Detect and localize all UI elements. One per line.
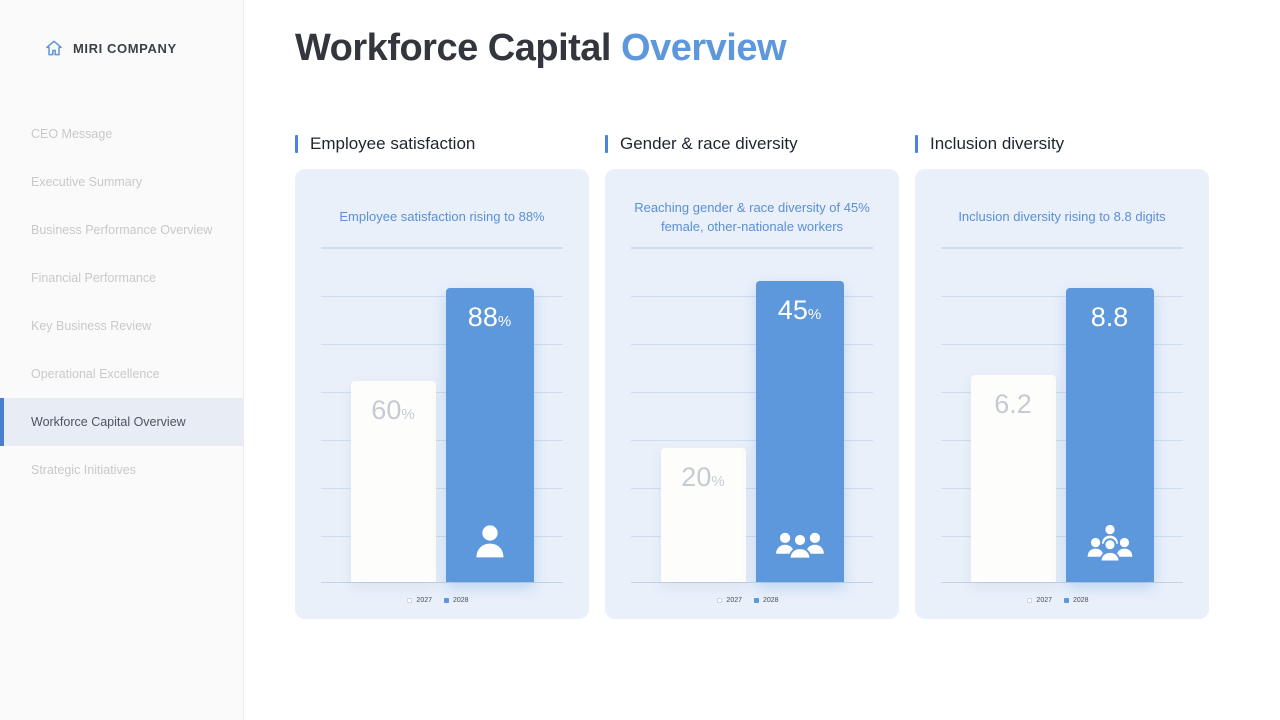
sidebar-item-executive-summary[interactable]: Executive Summary: [31, 175, 143, 189]
section-title: Gender & race diversity: [605, 134, 899, 154]
page-title-accent: Overview: [621, 27, 787, 69]
chart-legend: 2027 2028: [321, 583, 563, 619]
chart-column-gender-race-diversity: Gender & race diversity Reaching gender …: [605, 134, 899, 619]
chart-column-inclusion-diversity: Inclusion diversity Inclusion diversity …: [915, 134, 1209, 619]
section-title: Employee satisfaction: [295, 134, 589, 154]
legend-swatch-2027: [1027, 598, 1033, 604]
legend-swatch-2028: [754, 598, 759, 604]
section-title: Inclusion diversity: [915, 134, 1209, 154]
bar-2027: 6.2: [970, 374, 1056, 582]
bar-value-label: 6.2: [994, 388, 1032, 419]
company-logo[interactable]: MIRI COMPANY: [0, 0, 243, 58]
sidebar: MIRI COMPANY CEO Message Executive Summa…: [0, 0, 244, 720]
bar-2027: 60%: [350, 381, 436, 582]
legend-swatch-2028: [1064, 598, 1069, 604]
bar-2028: 8.8: [1065, 287, 1154, 582]
company-name: MIRI COMPANY: [73, 40, 177, 56]
bar-value-label: 20%: [681, 462, 725, 492]
bar-value-label: 8.8: [1090, 301, 1129, 332]
person-icon: [470, 520, 510, 566]
legend-swatch-2027: [717, 598, 723, 604]
chart-legend: 2027 2028: [631, 583, 873, 619]
chart-cards-row: Employee satisfaction Employee satisfact…: [295, 134, 1280, 619]
people-group-icon: [1084, 522, 1136, 566]
bar-chart: 6.2 8.8: [941, 246, 1183, 583]
section-title-tick: [605, 134, 608, 153]
people-group-icon: [773, 524, 827, 566]
bar-2028: 88%: [445, 287, 534, 582]
sidebar-item-key-business-review[interactable]: Key Business Review: [31, 319, 152, 333]
bar-value-label: 88%: [467, 301, 512, 332]
sidebar-item-financial-performance[interactable]: Financial Performance: [31, 271, 157, 285]
sidebar-item-strategic-initiatives[interactable]: Strategic Initiatives: [31, 463, 136, 477]
chart-legend: 2027 2028: [941, 583, 1183, 619]
section-title-tick: [295, 134, 298, 153]
bar-2028: 45%: [755, 281, 844, 582]
sidebar-item-operational-excellence[interactable]: Operational Excellence: [31, 367, 160, 381]
chart-column-employee-satisfaction: Employee satisfaction Employee satisfact…: [295, 134, 589, 619]
bar-chart: 20% 45%: [631, 246, 873, 583]
bar-value-label: 45%: [777, 295, 822, 325]
sidebar-item-workforce-capital-overview[interactable]: Workforce Capital Overview: [0, 398, 243, 446]
section-title-tick: [915, 134, 918, 153]
home-icon: [44, 38, 64, 58]
legend-swatch-2028: [444, 598, 449, 604]
bar-chart: 60% 88%: [321, 246, 563, 583]
section-title-label: Inclusion diversity: [930, 133, 1065, 153]
bar-2027: 20%: [660, 448, 746, 582]
legend-swatch-2027: [407, 598, 413, 604]
sidebar-item-business-performance-overview[interactable]: Business Performance Overview: [31, 223, 213, 237]
chart-caption: Inclusion diversity rising to 8.8 digits: [958, 209, 1166, 225]
page-title-main: Workforce Capital: [295, 27, 611, 69]
page-title: Workforce Capital Overview: [295, 26, 1280, 72]
section-title-label: Employee satisfaction: [310, 133, 476, 153]
sidebar-item-ceo-message[interactable]: CEO Message: [31, 127, 113, 141]
chart-card: Inclusion diversity rising to 8.8 digits…: [915, 168, 1209, 619]
sidebar-nav: CEO Message Executive Summary Business P…: [0, 110, 243, 494]
main-content: Workforce Capital Overview Employee sati…: [244, 0, 1280, 720]
chart-caption: Reaching gender & race diversity of 45% …: [634, 199, 870, 234]
chart-card: Reaching gender & race diversity of 45% …: [605, 168, 899, 619]
bar-value-label: 60%: [371, 395, 415, 426]
chart-caption: Employee satisfaction rising to 88%: [339, 209, 545, 225]
section-title-label: Gender & race diversity: [620, 133, 798, 153]
chart-card: Employee satisfaction rising to 88% 60% …: [295, 168, 589, 619]
